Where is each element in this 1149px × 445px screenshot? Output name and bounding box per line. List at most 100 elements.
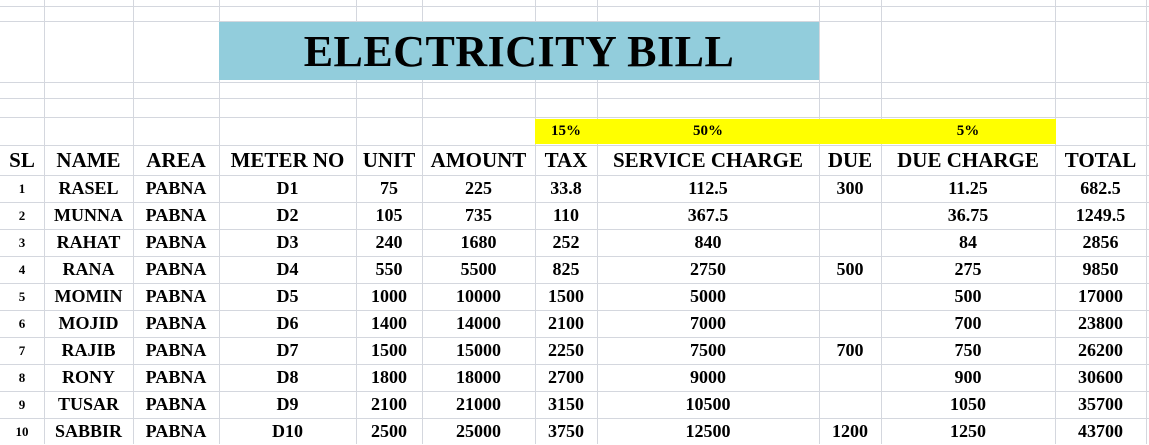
header-due-charge[interactable]: DUE CHARGE [897,147,1039,172]
cell-sl[interactable]: 1 [18,180,26,196]
cell-service-charge[interactable]: 7500 [690,340,726,360]
cell-due-charge[interactable]: 1050 [950,394,986,414]
cell-due-charge[interactable]: 275 [954,259,982,279]
cell-name[interactable]: MUNNA [54,205,123,225]
cell-due-charge[interactable]: 84 [959,232,977,252]
cell-area[interactable]: PABNA [145,421,207,441]
cell-due-charge[interactable]: 1250 [950,421,986,441]
cell-tax[interactable]: 3750 [548,421,584,441]
cell-sl[interactable]: 2 [18,207,26,223]
cell-due[interactable] [819,310,881,337]
cell-name[interactable]: MOJID [58,313,119,333]
cell-sl[interactable]: 4 [18,261,26,277]
cell-due[interactable] [819,283,881,310]
cell-due-charge[interactable]: 750 [954,340,982,360]
cell-sl[interactable]: 5 [18,288,26,304]
cell-name[interactable]: MOMIN [54,286,123,306]
cell-unit[interactable]: 2100 [371,394,407,414]
header-meter-no[interactable]: METER NO [230,147,345,172]
cell-name[interactable]: RAHAT [56,232,121,252]
cell-sl[interactable]: 10 [15,423,29,439]
cell-sl[interactable]: 3 [18,234,26,250]
cell-unit[interactable]: 105 [375,205,403,225]
cell-total[interactable]: 682.5 [1080,178,1121,198]
header-due[interactable]: DUE [827,147,873,172]
cell-amount[interactable]: 21000 [456,394,501,414]
cell-meter-no[interactable]: D4 [276,259,299,279]
cell-amount[interactable]: 1680 [460,232,497,252]
cell-meter-no[interactable]: D1 [276,178,299,198]
cell-amount[interactable]: 18000 [456,367,501,387]
due-charge-rate-cell[interactable]: 5% [956,123,980,139]
cell-meter-no[interactable]: D9 [276,394,299,414]
cell-due[interactable]: 700 [836,340,864,360]
header-name[interactable]: NAME [56,147,121,172]
cell-name[interactable]: TUSAR [57,394,119,414]
cell-unit[interactable]: 1400 [371,313,407,333]
cell-total[interactable]: 1249.5 [1075,205,1126,225]
cell-total[interactable]: 30600 [1078,367,1123,387]
cell-amount[interactable]: 5500 [460,259,497,279]
cell-meter-no[interactable]: D2 [276,205,299,225]
cell-meter-no[interactable]: D7 [276,340,299,360]
cell-tax[interactable]: 110 [552,205,579,225]
cell-name[interactable]: RONY [62,367,115,387]
cell-area[interactable]: PABNA [145,286,207,306]
header-area[interactable]: AREA [146,147,206,172]
tax-rate-cell[interactable]: 15% [551,123,581,139]
cell-name[interactable]: SABBIR [54,421,123,441]
cell-tax[interactable]: 1500 [548,286,584,306]
cell-meter-no[interactable]: D8 [276,367,299,387]
cell-sl[interactable]: 6 [18,315,26,331]
title-cell[interactable]: ELECTRICITY BILL [219,22,819,80]
cell-tax[interactable]: 252 [552,232,580,252]
cell-meter-no[interactable]: D5 [276,286,299,306]
cell-name[interactable]: RANA [62,259,115,279]
cell-unit[interactable]: 1000 [371,286,407,306]
cell-due[interactable] [819,391,881,418]
cell-unit[interactable]: 2500 [371,421,407,441]
cell-due[interactable] [819,202,881,229]
cell-amount[interactable]: 25000 [456,421,501,441]
cell-due-charge[interactable]: 36.75 [947,205,989,225]
cell-amount[interactable]: 10000 [456,286,501,306]
cell-total[interactable]: 23800 [1078,313,1123,333]
cell-amount[interactable]: 14000 [456,313,501,333]
cell-tax[interactable]: 2700 [548,367,584,387]
cell-unit[interactable]: 1500 [371,340,407,360]
cell-amount[interactable]: 735 [465,205,492,225]
cell-service-charge[interactable]: 10500 [685,394,731,414]
cell-total[interactable]: 26200 [1078,340,1123,360]
cell-service-charge[interactable]: 840 [694,232,722,252]
cell-service-charge[interactable]: 112.5 [688,178,728,198]
header-tax[interactable]: TAX [544,147,588,172]
cell-meter-no[interactable]: D6 [276,313,299,333]
cell-name[interactable]: RASEL [58,178,119,198]
cell-meter-no[interactable]: D3 [276,232,299,252]
cell-sl[interactable]: 7 [18,342,26,358]
cell-meter-no[interactable]: D10 [272,421,303,441]
cell-unit[interactable]: 240 [375,232,403,252]
cell-total[interactable]: 43700 [1078,421,1123,441]
cell-area[interactable]: PABNA [145,394,207,414]
header-service-charge[interactable]: SERVICE CHARGE [612,147,804,172]
cell-area[interactable]: PABNA [145,313,207,333]
cell-amount[interactable]: 15000 [456,340,501,360]
cell-unit[interactable]: 75 [380,178,398,198]
header-unit[interactable]: UNIT [362,147,416,172]
cell-area[interactable]: PABNA [145,340,207,360]
header-total[interactable]: TOTAL [1064,147,1137,172]
cell-area[interactable]: PABNA [145,178,207,198]
cell-due-charge[interactable]: 500 [954,286,982,306]
cell-due-charge[interactable]: 11.25 [948,178,988,198]
cell-service-charge[interactable]: 367.5 [687,205,729,225]
cell-amount[interactable]: 225 [465,178,492,198]
cell-sl[interactable]: 9 [18,396,26,412]
cell-total[interactable]: 17000 [1078,286,1123,306]
cell-tax[interactable]: 825 [552,259,580,279]
header-amount[interactable]: AMOUNT [430,147,527,172]
cell-area[interactable]: PABNA [145,367,207,387]
cell-total[interactable]: 35700 [1078,394,1123,414]
cell-tax[interactable]: 2250 [548,340,584,360]
cell-unit[interactable]: 550 [375,259,403,279]
